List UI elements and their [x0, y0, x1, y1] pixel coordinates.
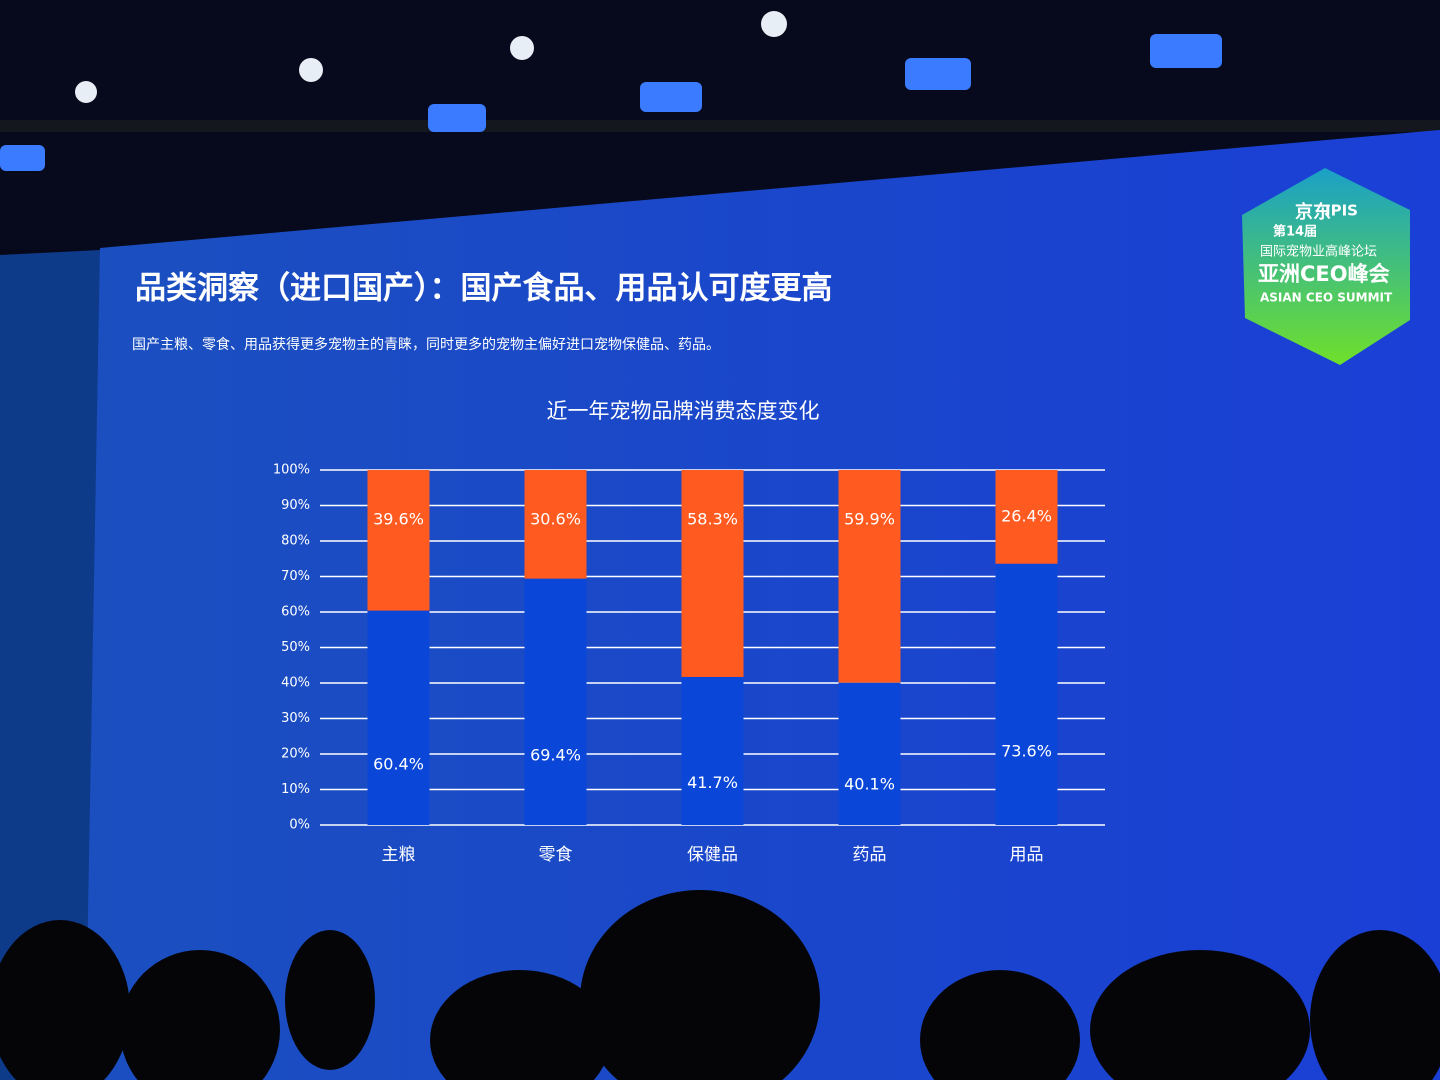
- slide: [85, 130, 1440, 1080]
- x-tick-label: 保健品: [687, 845, 738, 865]
- x-tick-label: 用品: [1010, 845, 1044, 865]
- y-tick-label: 90%: [281, 498, 310, 513]
- logo-text: 国际宠物业高峰论坛: [1260, 244, 1377, 260]
- audience: [0, 890, 1440, 1080]
- value-label: 58.3%: [687, 510, 738, 529]
- bar-segment: [838, 470, 901, 683]
- bar-segment: [367, 470, 430, 611]
- value-label: 59.9%: [844, 510, 895, 529]
- chart-title: 近一年宠物品牌消费态度变化: [547, 399, 820, 423]
- value-label: 73.6%: [1001, 741, 1052, 760]
- logo-text: 京东: [1295, 201, 1331, 223]
- value-label: 60.4%: [373, 754, 424, 773]
- truss: [0, 120, 1440, 132]
- bar-segment: [367, 610, 430, 825]
- y-tick-label: 70%: [281, 569, 310, 584]
- bar-segment: [995, 470, 1058, 564]
- x-tick-label: 药品: [853, 845, 887, 865]
- bar-segment: [681, 676, 744, 825]
- stage-lights: [0, 11, 1222, 171]
- logo-text: 第14届: [1273, 224, 1317, 240]
- y-tick-label: 50%: [281, 640, 310, 655]
- bar-segment: [995, 563, 1058, 825]
- y-tick-label: 100%: [273, 463, 310, 478]
- logo-badge: [1242, 168, 1410, 365]
- bar-segment: [524, 470, 587, 579]
- y-tick-label: 80%: [281, 534, 310, 549]
- y-tick-label: 0%: [289, 818, 310, 833]
- value-label: 39.6%: [373, 510, 424, 529]
- bar-segment: [524, 578, 587, 825]
- logo-text: IPIS: [1325, 202, 1358, 220]
- y-tick-label: 20%: [281, 747, 310, 762]
- value-label: 40.1%: [844, 775, 895, 794]
- bar-segment: [681, 470, 744, 677]
- logo-text: ASIAN CEO SUMMIT: [1260, 291, 1393, 305]
- logo-text: 亚洲CEO峰会: [1258, 262, 1390, 286]
- y-tick-label: 60%: [281, 605, 310, 620]
- value-label: 69.4%: [530, 746, 581, 765]
- bar-segment: [838, 682, 901, 825]
- value-label: 30.6%: [530, 510, 581, 529]
- y-tick-label: 40%: [281, 676, 310, 691]
- value-label: 26.4%: [1001, 506, 1052, 525]
- slide-title: 品类洞察（进口国产）：国产食品、用品认可度更高: [135, 271, 833, 307]
- value-label: 41.7%: [687, 773, 738, 792]
- y-tick-label: 10%: [281, 782, 310, 797]
- x-tick-label: 主粮: [382, 845, 416, 865]
- x-tick-label: 零食: [539, 845, 573, 865]
- slide-subtitle: 国产主粮、零食、用品获得更多宠物主的青睐，同时更多的宠物主偏好进口宠物保健品、药…: [132, 336, 720, 353]
- y-tick-label: 30%: [281, 711, 310, 726]
